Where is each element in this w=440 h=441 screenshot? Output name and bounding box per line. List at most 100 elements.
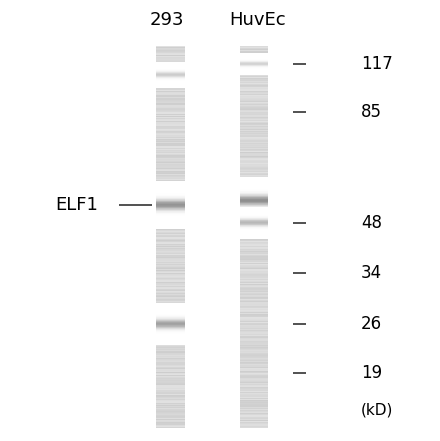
Bar xyxy=(156,150,185,151)
Bar xyxy=(240,213,268,214)
Bar xyxy=(240,250,268,251)
Bar xyxy=(240,310,268,311)
Bar xyxy=(156,115,185,116)
Bar xyxy=(156,108,185,109)
Bar xyxy=(240,112,268,113)
Bar xyxy=(240,269,268,270)
Bar xyxy=(156,342,185,343)
Bar xyxy=(240,56,268,57)
Bar xyxy=(240,174,268,175)
Bar xyxy=(156,201,185,202)
Bar xyxy=(156,139,185,140)
Bar xyxy=(156,206,185,207)
Bar xyxy=(156,260,185,261)
Bar xyxy=(240,216,268,217)
Bar xyxy=(240,204,268,205)
Bar xyxy=(156,306,185,307)
Bar xyxy=(156,338,185,339)
Bar xyxy=(240,167,268,168)
Bar xyxy=(156,411,185,412)
Bar xyxy=(156,344,185,345)
Bar xyxy=(156,222,185,223)
Bar xyxy=(156,213,185,214)
Bar xyxy=(156,192,185,193)
Bar xyxy=(240,228,268,229)
Bar xyxy=(156,391,185,392)
Bar xyxy=(156,184,185,185)
Bar xyxy=(240,166,268,167)
Bar xyxy=(240,70,268,71)
Bar xyxy=(156,416,185,417)
Bar xyxy=(156,374,185,375)
Bar xyxy=(156,154,185,155)
Bar xyxy=(156,333,185,334)
Bar xyxy=(240,258,268,259)
Bar xyxy=(240,82,268,83)
Bar xyxy=(156,427,185,428)
Bar xyxy=(240,411,268,412)
Bar xyxy=(156,256,185,257)
Bar xyxy=(156,55,185,56)
Bar xyxy=(240,214,268,215)
Bar xyxy=(240,199,268,200)
Bar xyxy=(240,285,268,286)
Bar xyxy=(240,419,268,420)
Bar xyxy=(156,316,185,317)
Bar xyxy=(240,293,268,294)
Bar xyxy=(156,355,185,356)
Bar xyxy=(156,209,185,210)
Bar xyxy=(156,378,185,379)
Bar xyxy=(240,73,268,74)
Bar xyxy=(156,303,185,304)
Bar xyxy=(156,395,185,396)
Bar xyxy=(156,425,185,426)
Bar xyxy=(240,152,268,153)
Bar xyxy=(156,85,185,86)
Bar xyxy=(156,219,185,220)
Bar xyxy=(240,154,268,155)
Bar xyxy=(156,84,185,85)
Bar xyxy=(240,202,268,203)
Bar xyxy=(240,360,268,361)
Bar xyxy=(240,189,268,190)
Bar xyxy=(156,337,185,338)
Bar xyxy=(156,336,185,337)
Bar xyxy=(156,228,185,229)
Bar xyxy=(156,180,185,181)
Bar xyxy=(156,181,185,182)
Bar xyxy=(156,317,185,318)
Bar xyxy=(156,88,185,89)
Bar xyxy=(156,253,185,254)
Bar xyxy=(156,372,185,373)
Bar xyxy=(156,196,185,197)
Bar xyxy=(156,134,185,135)
Bar xyxy=(240,274,268,275)
Bar xyxy=(156,140,185,141)
Bar xyxy=(156,344,185,345)
Bar xyxy=(240,399,268,400)
Bar xyxy=(240,234,268,235)
Bar xyxy=(156,204,185,205)
Bar xyxy=(156,364,185,365)
Bar xyxy=(240,336,268,337)
Bar xyxy=(240,367,268,368)
Bar xyxy=(156,229,185,230)
Text: 85: 85 xyxy=(361,104,382,121)
Bar xyxy=(156,182,185,183)
Bar xyxy=(156,181,185,182)
Bar xyxy=(156,152,185,153)
Bar xyxy=(156,420,185,421)
Bar xyxy=(240,48,268,49)
Bar xyxy=(240,145,268,146)
Bar xyxy=(240,102,268,103)
Bar xyxy=(240,365,268,366)
Bar xyxy=(240,358,268,359)
Text: 48: 48 xyxy=(361,214,382,232)
Bar xyxy=(240,215,268,216)
Bar xyxy=(240,273,268,274)
Bar xyxy=(156,368,185,369)
Bar xyxy=(156,49,185,50)
Bar xyxy=(156,218,185,219)
Bar xyxy=(156,291,185,292)
Bar xyxy=(156,415,185,416)
